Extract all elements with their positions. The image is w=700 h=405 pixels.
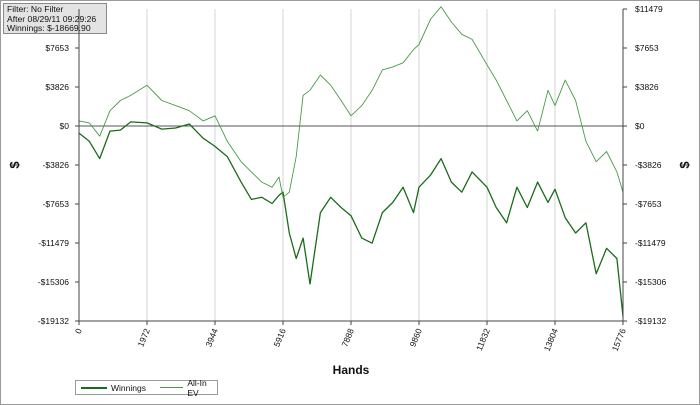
y-tick-label-right: $7653 <box>635 43 659 53</box>
y-tick-label-right: $11479 <box>635 4 663 14</box>
x-tick-label: 3944 <box>203 327 219 349</box>
y-axis-label-left: $ <box>7 161 22 169</box>
y-tick-label-left: $3826 <box>45 82 69 92</box>
x-tick-label: 0 <box>73 327 84 335</box>
y-tick-label-left: -$19132 <box>38 316 69 326</box>
y-tick-label-left: $7653 <box>45 43 69 53</box>
y-tick-label-right: -$11479 <box>635 238 666 248</box>
tick-labels: $7653 $3826 $0 -$3826 -$7653 -$11479 -$15306 -$… <box>38 4 667 353</box>
y-tick-label-right: -$3826 <box>635 160 662 170</box>
x-tick-label: 11832 <box>474 327 492 352</box>
y-tick-label-left: -$7653 <box>43 199 70 209</box>
legend-item-winnings: Winnings <box>81 383 146 393</box>
y-tick-label-left: -$3826 <box>43 160 70 170</box>
y-tick-label-left: $0 <box>60 121 70 131</box>
y-tick-label-right: $0 <box>635 121 645 131</box>
y-tick-label-right: -$15306 <box>635 277 666 287</box>
x-tick-label: 15776 <box>610 327 628 353</box>
y-tick-label-left: -$15306 <box>38 277 69 287</box>
x-tick-label: 7888 <box>339 327 355 349</box>
x-tick-label: 5916 <box>271 327 287 349</box>
x-tick-label: 13804 <box>542 327 560 353</box>
legend-swatch-allin-ev <box>159 387 184 388</box>
x-tick-label: 1972 <box>135 327 151 349</box>
legend-item-allin-ev: All-In EV <box>159 377 217 398</box>
legend-label-allin-ev: All-In EV <box>187 377 207 398</box>
y-tick-label-right: $3826 <box>635 82 659 92</box>
y-tick-label-right: -$19132 <box>635 316 666 326</box>
x-axis-label: Hands <box>333 363 370 377</box>
y-tick-label-right: -$7653 <box>635 199 662 209</box>
y-axis-label-right: $ <box>677 161 692 169</box>
chart-legend: Winnings All-In EV <box>75 377 218 398</box>
filter-info-box: Filter: No Filter After 08/29/11 09:29:2… <box>3 3 107 34</box>
y-tick-label-left: -$11479 <box>38 238 69 248</box>
series-line-winnings <box>78 121 624 317</box>
series-line-allin-ev <box>78 6 624 198</box>
x-tick-label: 9860 <box>407 327 423 349</box>
grid-lines <box>78 9 624 321</box>
after-date-text: After 08/29/11 09:29:26 <box>7 13 97 24</box>
winnings-total-text: Winnings: $-18669.90 <box>7 23 91 34</box>
legend-label-winnings: Winnings <box>111 382 146 393</box>
filter-text: Filter: No Filter <box>7 4 64 14</box>
legend-swatch-winnings <box>81 386 107 389</box>
series-lines <box>78 6 624 317</box>
